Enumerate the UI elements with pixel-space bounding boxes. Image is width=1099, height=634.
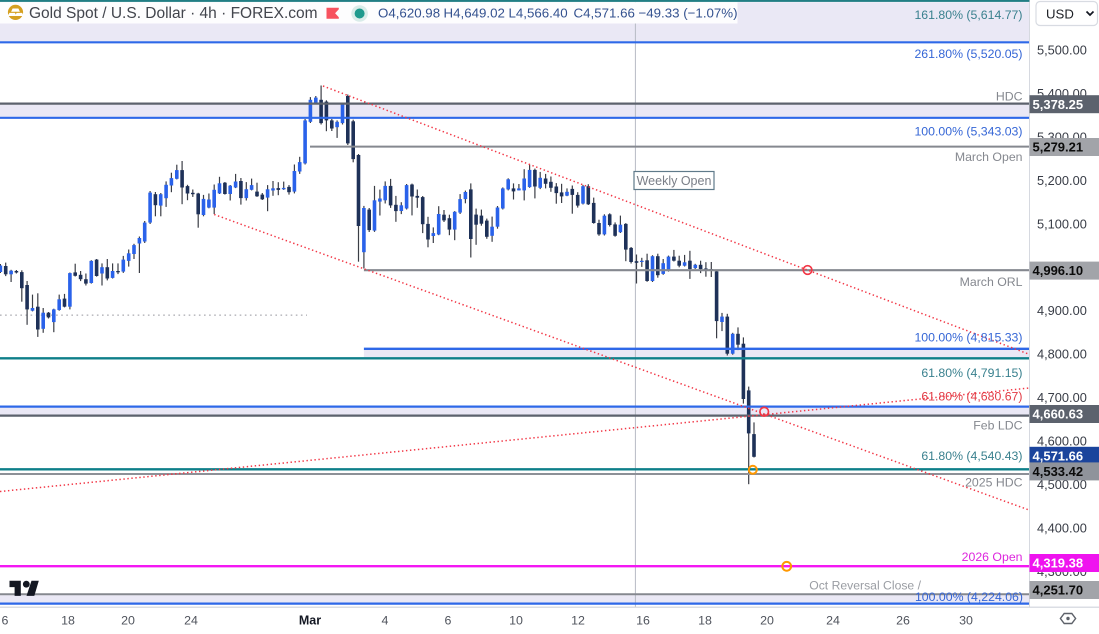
svg-text:Mar: Mar [299, 614, 321, 628]
svg-text:C4,571.66: C4,571.66 [574, 6, 635, 21]
svg-text:6: 6 [2, 614, 9, 628]
svg-text:O4,620.98: O4,620.98 [378, 6, 440, 21]
svg-text:Oct Reversal Close /: Oct Reversal Close / [809, 579, 921, 593]
svg-text:20: 20 [121, 614, 135, 628]
svg-text:4,996.10: 4,996.10 [1033, 263, 1084, 278]
svg-text:4,900.00: 4,900.00 [1037, 303, 1087, 318]
svg-text:5,279.21: 5,279.21 [1033, 140, 1084, 155]
svg-text:−49.33 (−1.07%): −49.33 (−1.07%) [639, 6, 738, 21]
svg-text:L4,566.40: L4,566.40 [509, 6, 568, 21]
svg-text:261.80% (5,520.05): 261.80% (5,520.05) [914, 47, 1022, 61]
svg-text:16: 16 [636, 614, 650, 628]
svg-text:5,500.00: 5,500.00 [1037, 43, 1087, 58]
svg-text:4,319.38: 4,319.38 [1033, 556, 1084, 571]
svg-text:24: 24 [184, 614, 198, 628]
svg-text:H4,649.02: H4,649.02 [444, 6, 505, 21]
svg-text:4,533.42: 4,533.42 [1033, 464, 1084, 479]
svg-text:4,251.70: 4,251.70 [1033, 583, 1084, 598]
svg-text:2025 HDC: 2025 HDC [965, 475, 1023, 489]
svg-text:Weekly Open: Weekly Open [637, 174, 712, 188]
svg-text:4,400.00: 4,400.00 [1037, 521, 1087, 536]
svg-text:4,600.00: 4,600.00 [1037, 434, 1087, 449]
svg-text:100.00% (4,224.06): 100.00% (4,224.06) [915, 590, 1023, 604]
svg-text:26: 26 [896, 614, 910, 628]
svg-text:Gold Spot / U.S. Dollar · 4h ·: Gold Spot / U.S. Dollar · 4h · FOREX.com [29, 5, 318, 22]
svg-text:20: 20 [760, 614, 774, 628]
svg-text:161.80% (5,614.77): 161.80% (5,614.77) [914, 8, 1022, 22]
svg-text:March ORL: March ORL [960, 275, 1023, 289]
svg-text:4: 4 [382, 614, 389, 628]
svg-text:4,800.00: 4,800.00 [1037, 347, 1087, 362]
svg-text:HDC: HDC [996, 90, 1023, 104]
svg-text:6: 6 [445, 614, 452, 628]
svg-text:USD: USD [1046, 6, 1074, 21]
svg-text:10: 10 [509, 614, 523, 628]
svg-text:61.80% (4,680.67): 61.80% (4,680.67) [921, 389, 1022, 403]
svg-text:18: 18 [698, 614, 712, 628]
svg-text:4,500.00: 4,500.00 [1037, 477, 1087, 492]
svg-text:12: 12 [571, 614, 585, 628]
svg-text:61.80% (4,540.43): 61.80% (4,540.43) [921, 449, 1022, 463]
svg-text:100.00% (4,815.33): 100.00% (4,815.33) [914, 330, 1022, 344]
svg-text:5,100.00: 5,100.00 [1037, 216, 1087, 231]
svg-text:100.00% (5,343.03): 100.00% (5,343.03) [914, 125, 1022, 139]
svg-text:5,200.00: 5,200.00 [1037, 173, 1087, 188]
svg-text:61.80% (4,791.15): 61.80% (4,791.15) [921, 366, 1022, 380]
svg-text:5,378.25: 5,378.25 [1033, 97, 1084, 112]
svg-text:4,571.66: 4,571.66 [1033, 448, 1084, 463]
svg-text:2026 Open: 2026 Open [962, 550, 1023, 564]
svg-text:4,660.63: 4,660.63 [1033, 407, 1084, 422]
svg-text:24: 24 [826, 614, 840, 628]
svg-text:Feb LDC: Feb LDC [973, 418, 1022, 432]
svg-text:March Open: March Open [955, 150, 1023, 164]
svg-text:30: 30 [959, 614, 973, 628]
svg-text:18: 18 [61, 614, 75, 628]
svg-text:4,700.00: 4,700.00 [1037, 390, 1087, 405]
